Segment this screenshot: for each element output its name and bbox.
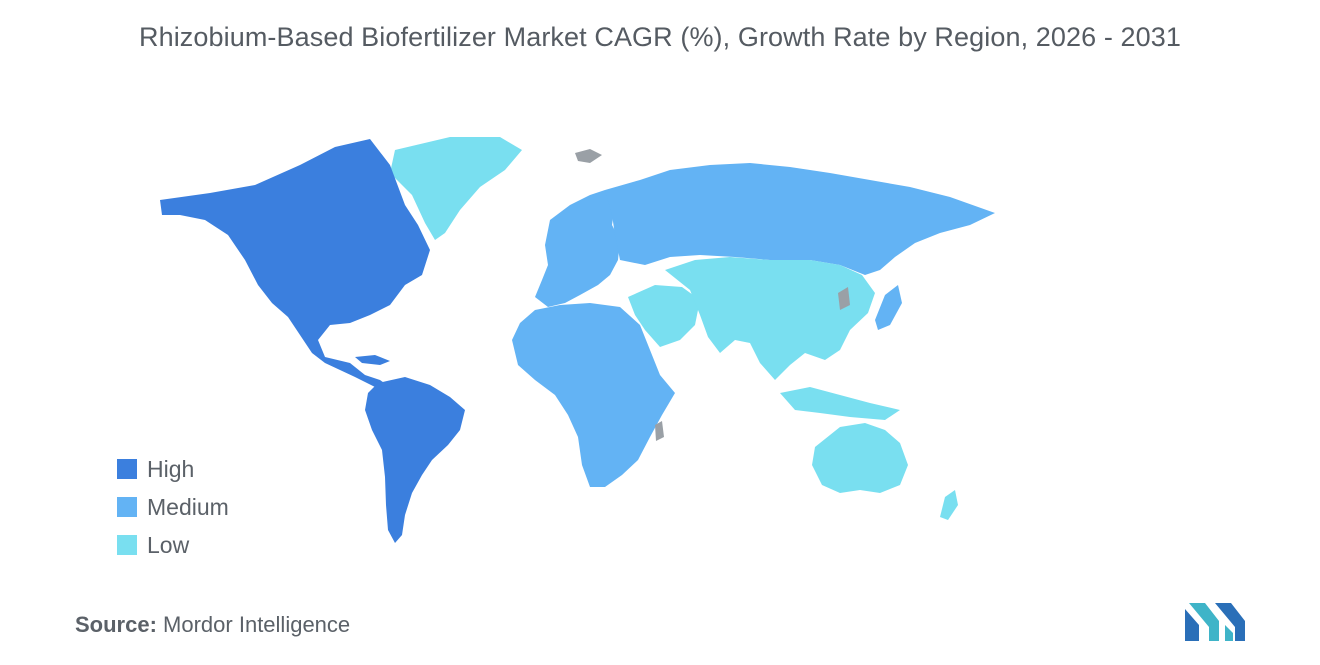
legend-label-medium: Medium	[147, 493, 229, 520]
world-map-svg	[160, 137, 995, 543]
mordor-intelligence-logo-icon	[1185, 603, 1245, 641]
region-no-data-svalbard	[575, 149, 602, 163]
region-south-america	[365, 377, 465, 543]
region-no-data-korea	[838, 287, 850, 310]
legend-label-low: Low	[147, 531, 190, 558]
legend-label-high: High	[147, 455, 195, 482]
legend-item-high: High	[117, 450, 229, 488]
legend-swatch-medium	[117, 497, 137, 517]
source-line: Source: Mordor Intelligence	[75, 612, 350, 638]
region-greenland	[390, 137, 522, 240]
chart-title: Rhizobium-Based Biofertilizer Market CAG…	[138, 22, 1182, 52]
legend-item-low: Low	[117, 526, 229, 564]
region-oceania	[812, 423, 908, 493]
source-value: Mordor Intelligence	[163, 612, 351, 637]
region-new-zealand	[940, 490, 958, 520]
region-japan	[875, 285, 902, 330]
legend-item-medium: Medium	[117, 488, 229, 526]
world-map	[150, 125, 1010, 555]
region-middle-east	[628, 285, 700, 347]
source-label: Source:	[75, 612, 157, 637]
region-no-data-madagascar	[655, 421, 664, 441]
map-legend: High Medium Low	[117, 450, 229, 564]
legend-swatch-low	[117, 535, 137, 555]
region-africa	[512, 303, 675, 487]
region-north-america	[160, 139, 430, 387]
region-europe	[535, 190, 620, 307]
region-asia	[665, 257, 875, 380]
region-russia	[605, 163, 995, 275]
region-southeast-asia	[780, 387, 900, 420]
region-caribbean	[355, 355, 390, 365]
legend-swatch-high	[117, 459, 137, 479]
